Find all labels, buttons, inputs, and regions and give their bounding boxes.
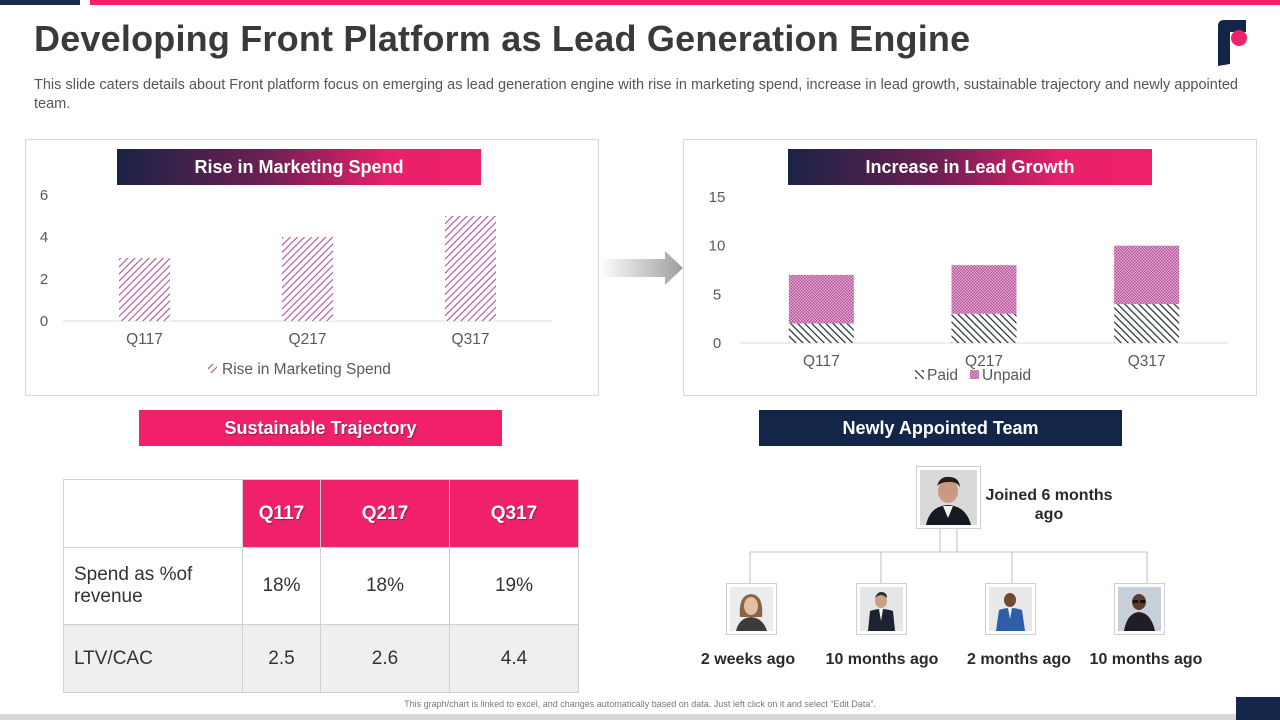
marketing-spend-panel[interactable]: 0 2 4 6 Q117 Q217 Q317 Rise in Marketing Spend… [25,139,599,396]
y-tick-label: 10 [709,238,726,255]
team-lead-label: Joined 6 months ago [985,487,1113,523]
page-title: Developing Front Platform as Lead Genera… [34,18,971,59]
y-tick-label: 0 [40,313,48,330]
table-row: LTV/CAC 2.5 2.6 4.4 [63,624,579,693]
y-tick-label: 0 [713,335,721,352]
unpaid-bar-segment[interactable] [1114,245,1180,305]
x-tick-label: Q117 [126,331,163,348]
x-tick-label: Q317 [452,331,490,348]
woman-avatar-icon [730,587,773,631]
legend-swatch-unpaid [970,370,979,379]
paid-bar-segment[interactable] [951,313,1017,343]
y-tick-label: 4 [40,229,48,246]
man-portrait-icon [920,470,977,525]
table-header-q117: Q117 [242,479,321,548]
footer-note: This graph/chart is linked to excel, and… [404,699,876,709]
team-member-avatar [1114,583,1165,635]
legend-label: Rise in Marketing Spend [222,361,391,378]
top-accent-bar-dark [0,0,80,5]
unpaid-bar-segment[interactable] [951,265,1017,314]
team-member-avatar [726,583,777,635]
man-blue-suit-avatar-icon [989,587,1032,631]
table-cell: 4.4 [449,624,579,693]
legend-swatch-paid [915,370,924,379]
table-cell: 19% [449,547,579,625]
trajectory-table: Q117 Q217 Q317 Spend as %of revenue 18% … [63,479,579,693]
table-cell: 2.5 [242,624,321,693]
x-tick-label: Q317 [1128,353,1166,370]
man-glasses-avatar-icon [1118,587,1161,631]
newly-appointed-team-banner: Newly Appointed Team [759,410,1122,446]
y-tick-label: 2 [40,271,48,288]
lead-growth-chart[interactable]: 0 5 10 15 Q117 Q217 Q317 Paid Unpaid [684,140,1258,397]
marketing-spend-chart[interactable]: 0 2 4 6 Q117 Q217 Q317 Rise in Marketing Spend [26,140,600,397]
top-accent-bar-pink [90,0,1280,5]
row-label-spend: Spend as %of revenue [63,547,243,625]
x-tick-label: Q117 [803,353,840,370]
table-cell: 2.6 [320,624,450,693]
bottom-strip [0,714,1280,720]
y-tick-label: 6 [40,187,48,204]
lead-growth-banner: Increase in Lead Growth [788,149,1152,185]
team-member-avatar [985,583,1036,635]
team-lead-avatar [916,466,981,529]
corner-accent [1236,697,1280,720]
paid-bar-segment[interactable] [788,323,854,343]
y-tick-label: 5 [713,286,721,303]
marketing-spend-bar[interactable] [282,237,333,321]
table-header-blank [63,479,243,548]
marketing-spend-bar[interactable] [119,258,170,321]
page-subtitle: This slide caters details about Front pl… [34,77,1238,112]
team-member-label: 10 months ago [1089,651,1203,668]
team-member-label: 10 months ago [825,651,939,668]
y-tick-label: 15 [709,189,726,206]
table-row: Spend as %of revenue 18% 18% 19% [63,547,579,625]
marketing-spend-bar[interactable] [445,216,496,321]
team-member-label: 2 weeks ago [700,651,796,668]
marketing-spend-banner: Rise in Marketing Spend [117,149,481,185]
row-label-ltv-cac: LTV/CAC [63,624,243,693]
front-logo-icon [1218,20,1247,66]
right-arrow-icon [599,251,683,285]
sustainable-trajectory-banner: Sustainable Trajectory [139,410,502,446]
paid-bar-segment[interactable] [1114,304,1180,343]
unpaid-bar-segment[interactable] [788,274,854,324]
x-tick-label: Q217 [289,331,327,348]
lead-growth-panel[interactable]: 0 5 10 15 Q117 Q217 Q317 Paid Unpaid Increase i… [683,139,1257,396]
team-member-avatar [856,583,907,635]
team-member-label: 2 months ago [966,651,1071,668]
legend-swatch [208,364,217,373]
x-tick-label: Q217 [965,353,1003,370]
man-suit-avatar-icon [860,587,903,631]
table-header-q317: Q317 [449,479,579,548]
legend-label-unpaid: Unpaid [982,367,1031,384]
legend-label-paid: Paid [927,367,958,384]
